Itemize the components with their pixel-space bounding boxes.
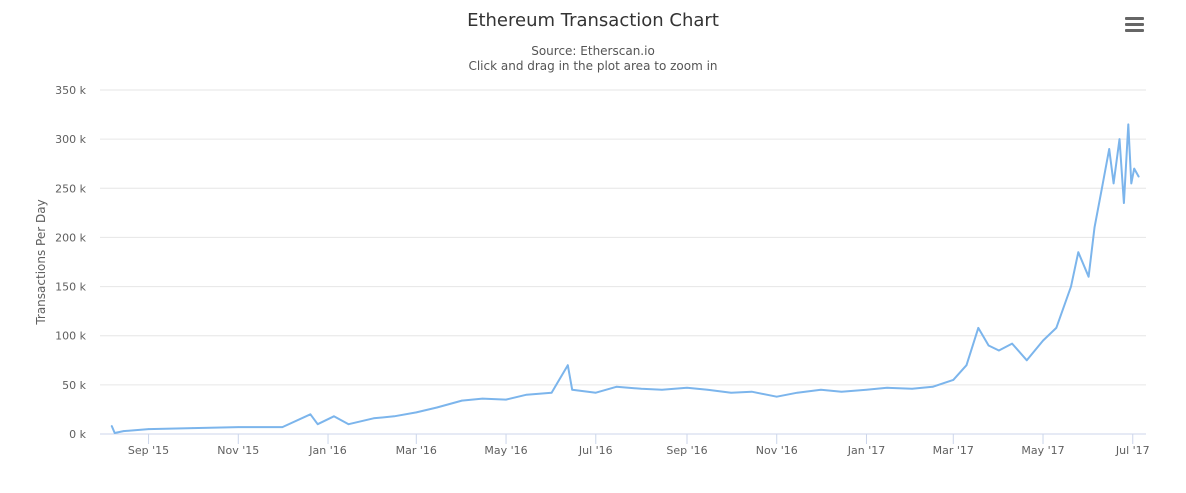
y-tick-label: 300 k [55, 133, 86, 146]
data-point [1077, 251, 1080, 253]
data-point [840, 390, 843, 393]
data-point [640, 387, 643, 390]
data-point [661, 388, 663, 391]
data-point [998, 349, 1000, 352]
y-axis-label: Transactions Per Day [34, 199, 48, 325]
data-point [372, 417, 375, 420]
y-axis-ticks: 0 k 50 k 100 k 150 k 200 k 250 k 300 k 350 k [55, 84, 86, 441]
data-point [865, 388, 868, 391]
x-axis: Sep '15 Nov '15 Jan '16 Mar '16 May '16 Jul '… [100, 433, 1150, 457]
data-point [1133, 167, 1136, 170]
x-tick-label: Sep '16 [666, 444, 707, 457]
chart-subtitle: Source: Etherscan.io Click and drag in t… [0, 44, 1186, 74]
data-point [820, 388, 822, 391]
data-point [237, 426, 240, 428]
y-tick-label: 100 k [55, 330, 86, 343]
data-point [911, 387, 913, 390]
y-tick-label: 250 k [55, 182, 86, 195]
y-tick-label: 200 k [55, 231, 86, 244]
data-point [316, 423, 319, 425]
data-point [415, 411, 418, 414]
series-line [110, 123, 1140, 434]
data-point [931, 386, 934, 388]
data-point [952, 379, 955, 381]
x-tick-label: May '17 [1021, 444, 1064, 457]
y-tick-label: 350 k [55, 84, 86, 97]
subtitle-zoom-hint: Click and drag in the plot area to zoom … [468, 59, 718, 73]
x-tick-label: Sep '15 [128, 444, 169, 457]
data-point [1087, 275, 1090, 278]
series-layer [110, 123, 1140, 434]
x-tick-label: Nov '16 [756, 444, 798, 457]
menu-bar-2 [1125, 23, 1144, 26]
data-point [481, 397, 484, 400]
x-tick-label: Nov '15 [217, 444, 259, 457]
data-point [706, 388, 709, 391]
data-point [571, 388, 574, 391]
y-tick-label: 0 k [69, 428, 86, 441]
x-tick-label: Jul '16 [578, 444, 613, 457]
data-point [775, 395, 778, 398]
data-point [567, 364, 569, 367]
data-point [1118, 138, 1121, 140]
data-point [1026, 359, 1028, 362]
data-point [1123, 202, 1125, 204]
y-tick-label: 150 k [55, 281, 86, 294]
data-point [1042, 339, 1044, 342]
data-point [461, 399, 463, 402]
data-point [110, 425, 113, 427]
data-point [1101, 187, 1103, 190]
data-point [191, 427, 194, 429]
data-point [505, 398, 507, 401]
data-point [333, 415, 335, 418]
chart-title: Ethereum Transaction Chart [467, 10, 719, 31]
data-point [281, 426, 284, 428]
subtitle-source: Source: Etherscan.io [531, 44, 655, 58]
data-point [965, 364, 968, 367]
data-point [113, 432, 116, 434]
data-point [525, 393, 528, 396]
data-point [393, 415, 396, 418]
data-point [1011, 342, 1013, 345]
x-tick-label: May '16 [484, 444, 527, 457]
y-tick-label: 50 k [62, 379, 86, 392]
data-point [730, 391, 732, 394]
data-point [1093, 226, 1096, 229]
data-point [1127, 123, 1130, 126]
data-point [1070, 285, 1072, 288]
data-point [1137, 175, 1140, 178]
data-point [750, 390, 753, 393]
data-point [987, 344, 990, 347]
data-point [1108, 148, 1111, 150]
data-point [796, 391, 799, 394]
data-point [1055, 327, 1058, 329]
x-tick-label: Mar '17 [933, 444, 974, 457]
data-point [594, 391, 597, 394]
data-point [347, 423, 350, 425]
data-point [550, 391, 553, 394]
x-tick-label: Jan '16 [308, 444, 346, 457]
x-tick-label: Jul '17 [1115, 444, 1150, 457]
data-point [686, 387, 688, 389]
data-point [615, 386, 618, 388]
data-point [1130, 182, 1133, 185]
x-tick-label: Mar '16 [396, 444, 437, 457]
menu-bar-1 [1125, 17, 1144, 20]
menu-bar-3 [1125, 29, 1144, 32]
hamburger-menu-icon[interactable] [1125, 17, 1144, 34]
gridlines [100, 89, 1146, 386]
data-point [886, 387, 888, 389]
data-point [147, 428, 150, 430]
data-point [977, 327, 980, 329]
data-point [122, 430, 125, 432]
x-tick-label: Jan '17 [847, 444, 885, 457]
data-point [309, 413, 312, 416]
data-point [436, 406, 438, 409]
data-point [1112, 182, 1115, 185]
